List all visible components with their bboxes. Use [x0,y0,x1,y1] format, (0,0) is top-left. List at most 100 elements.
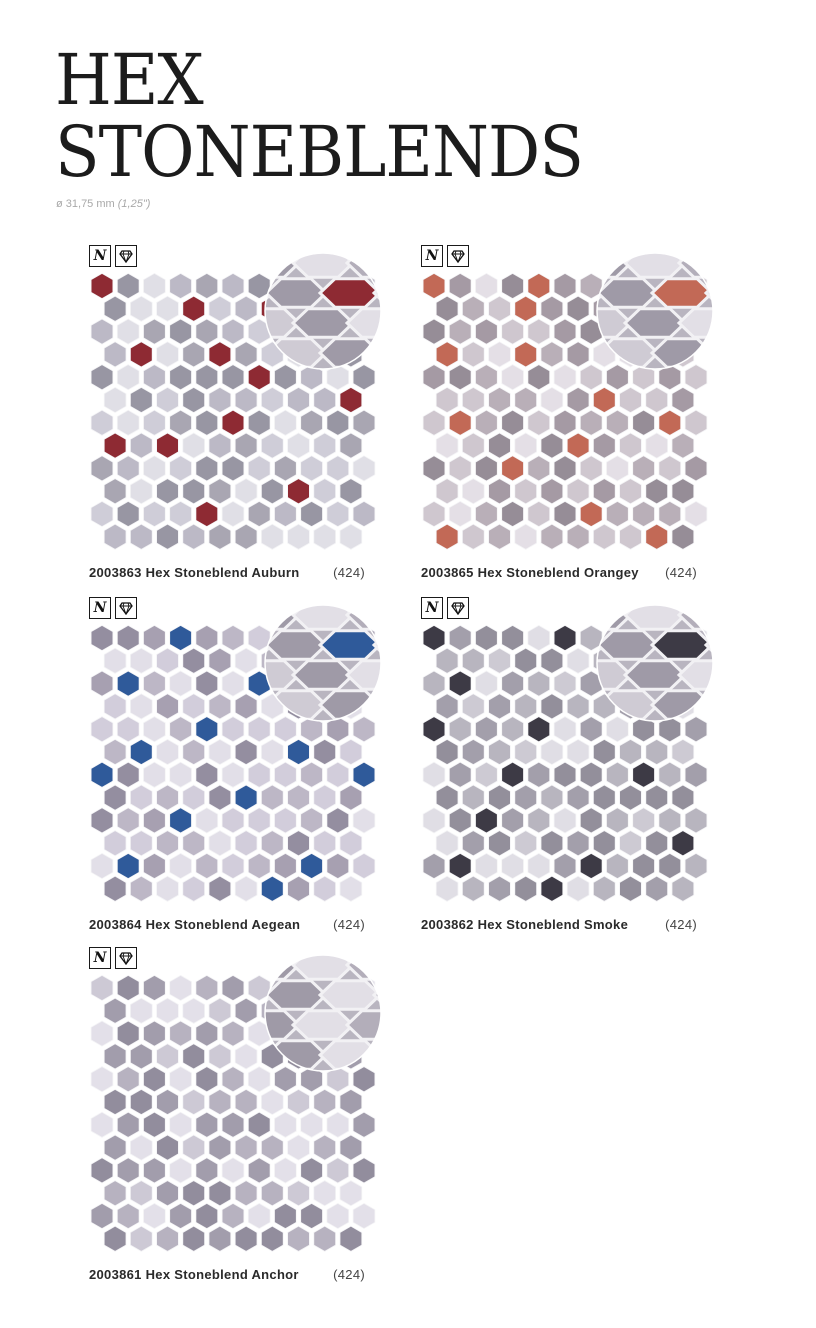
hex-tile [234,1088,258,1116]
accent-hex-tile [208,341,232,368]
hex-tile [221,974,245,1002]
hex-tile [462,295,485,322]
zoom-hex-tile [185,601,245,630]
diamond-icon [447,245,469,267]
hex-tile [103,784,127,811]
zoom-ring [264,954,382,1072]
hex-tile [435,875,459,902]
hex-tile [156,341,179,368]
hex-tile [448,455,472,482]
hex-tile [182,432,205,459]
hex-tile [462,875,485,902]
hex-tile [208,738,232,766]
hex-tile [619,875,642,902]
hex-tile [527,455,551,482]
hex-tile [501,807,524,834]
hex-tile [488,386,511,414]
hex-tile [182,1225,205,1252]
hex-tile [300,1066,323,1093]
hex-tile [90,670,114,697]
hex-tile [260,1225,284,1252]
hex-tile [260,1088,284,1116]
hex-tile [300,761,323,788]
accent-hex-tile [116,670,140,697]
hex-tile [287,830,310,857]
accent-hex-tile [579,500,603,528]
hex-tile [182,875,205,902]
hex-tile [462,830,485,857]
hex-tile [90,1202,114,1230]
page-title: HEX STONEBLENDS [55,44,584,188]
hex-tile [143,318,166,345]
hex-tile [130,386,153,414]
zoom-hex-tile [733,601,793,630]
hex-tile [527,761,551,788]
hex-tile [619,386,642,414]
hex-tile [287,1088,310,1116]
hex-tile [339,784,363,811]
hex-tile [326,500,350,528]
hex-tile [169,670,192,697]
hex-tile [592,875,616,902]
hex-tile [462,738,485,766]
hex-tile [352,1157,376,1184]
hex-tile [326,409,350,436]
hex-tile [553,761,577,788]
hex-tile [260,1180,284,1207]
product-caption: 2003864 Hex Stoneblend Aegean (424) [89,917,365,932]
hex-tile [156,1225,179,1252]
hex-tile [90,974,114,1002]
hex-tile [90,1066,114,1093]
hex-tile [592,523,616,550]
hex-tile [274,807,297,834]
hex-tile [116,1157,140,1184]
product-card: N 2003863 Hex Stoneblend Auburn (424) [89,245,382,585]
hex-tile [287,784,310,811]
n-badge-icon: N [89,597,111,619]
hex-tile [352,409,376,436]
hex-tile [579,624,603,652]
hex-tile [103,478,127,505]
hex-tile [540,523,564,550]
hex-tile [247,1157,271,1184]
hex-tile [143,624,166,652]
n-badge-icon: N [421,245,443,267]
badge-group: N [89,245,137,269]
zoom-hex-tile [760,631,816,660]
hex-tile [632,500,655,528]
zoom-hex-tile [401,1011,461,1040]
badge-group: N [89,597,137,621]
accent-hex-tile [632,761,655,788]
hex-tile [195,807,219,834]
hex-tile [221,1202,245,1230]
hex-tile [90,364,114,391]
hex-tile [658,761,682,788]
hex-tile [247,974,271,1002]
hex-tile [130,830,153,857]
accent-hex-tile [169,807,192,834]
hex-tile [488,478,511,505]
product-caption: 2003863 Hex Stoneblend Auburn (424) [89,565,365,580]
hex-tile [182,1088,205,1116]
zoom-hex-tile [212,219,272,248]
hex-tile [260,738,284,766]
zoom-hex-tile [317,979,381,1011]
hex-tile [566,341,590,368]
zoom-hex-tile [265,277,329,309]
n-badge-icon: N [421,597,443,619]
hex-tile [287,1134,310,1161]
hex-tile [422,364,446,391]
hex-tile [221,716,245,743]
zoom-hex-tile [265,629,329,661]
hex-tile [195,1202,219,1230]
hex-tile [527,807,551,834]
hex-tile [103,875,127,902]
hex-tile [221,852,245,880]
hex-tile [247,500,271,528]
accent-hex-tile [514,295,537,322]
hex-tile [475,716,498,743]
hex-tile [658,455,682,482]
hex-tile [592,738,616,766]
hex-tile [527,409,551,436]
hex-tile [514,386,537,414]
